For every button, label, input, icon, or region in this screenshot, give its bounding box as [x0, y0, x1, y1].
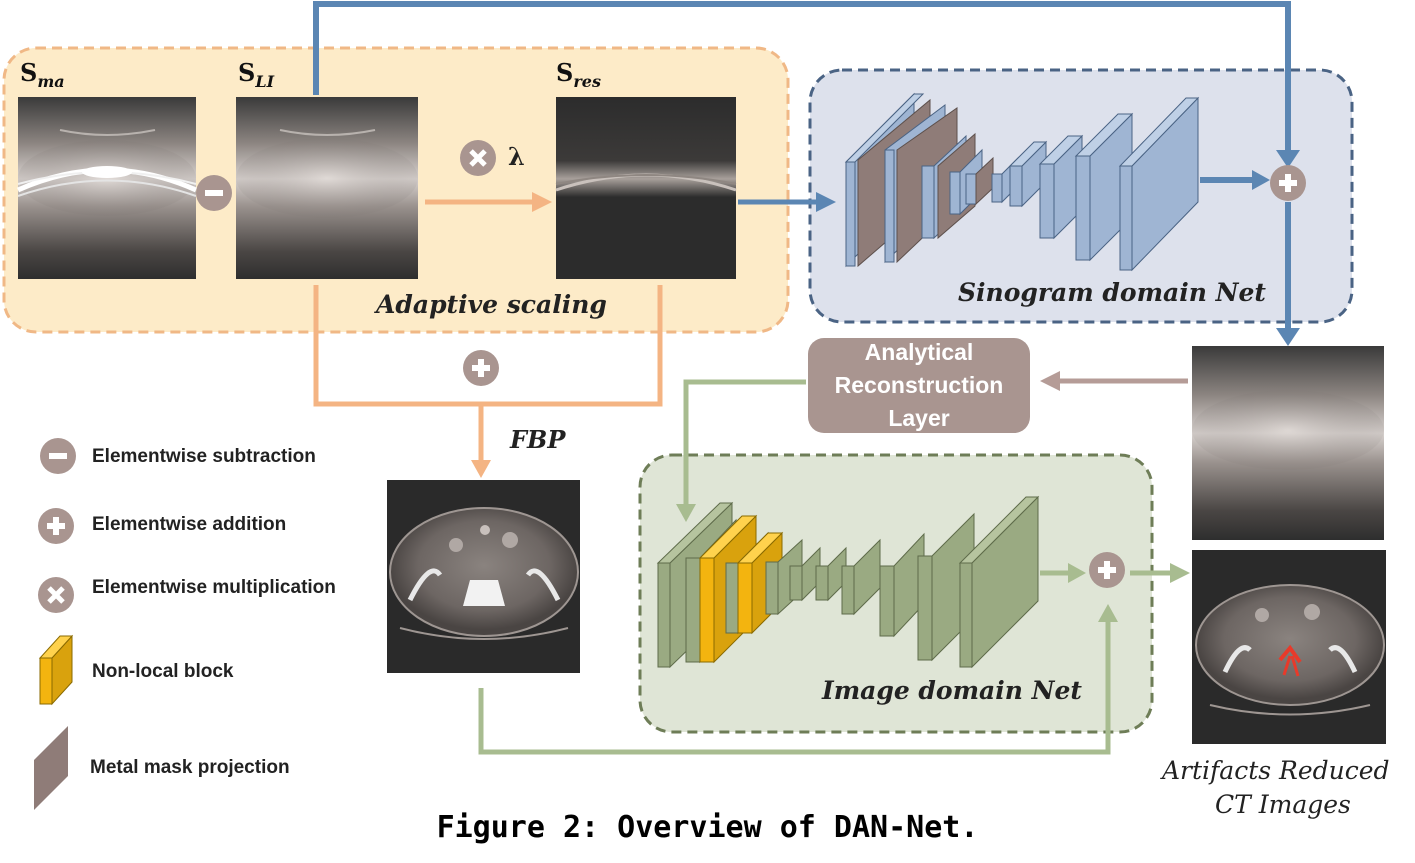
times-circle-icon	[460, 140, 496, 176]
analytical-reconstruction-layer: Analytical Reconstruction Layer	[808, 338, 1030, 433]
fbp-label: FBP	[510, 425, 566, 454]
legend-nonlocal-label: Non-local block	[92, 661, 234, 682]
legend-times-icon	[38, 577, 74, 613]
output-label-line2: CT Images	[1215, 790, 1351, 819]
legend-metal-mask-projection-icon	[34, 726, 68, 810]
image-plus-icon	[1089, 552, 1125, 588]
output-label-line1: Artifacts Reduced	[1162, 756, 1390, 785]
sinogram-net-layers	[844, 92, 1200, 272]
legend-metal-mask-label: Metal mask projection	[90, 757, 290, 778]
arl-label: Analytical Reconstruction Layer	[834, 339, 1004, 431]
fbp-merge-lines	[313, 285, 663, 407]
legend-plus-icon	[38, 508, 74, 544]
fbp-ct-image	[387, 480, 580, 673]
sinogram-plus-icon	[1270, 165, 1306, 201]
plus-circle-icon	[463, 350, 499, 386]
fbp-skip-connection	[478, 618, 1111, 755]
s-li-label: SLI	[238, 58, 275, 91]
image-net-title: Image domain Net	[822, 676, 1082, 705]
corrected-sinogram-image	[1192, 346, 1384, 540]
s-ma-image	[16, 97, 198, 279]
legend-multiplication-label: Elementwise multiplication	[92, 577, 336, 598]
adaptive-scaling-title: Adaptive scaling	[376, 290, 607, 319]
s-li-image	[236, 97, 418, 279]
image-net-layers	[656, 495, 1040, 669]
legend-addition-label: Elementwise addition	[92, 514, 287, 535]
lambda-label: λ	[508, 142, 525, 171]
s-res-image	[555, 97, 737, 279]
legend-subtraction-label: Elementwise subtraction	[92, 446, 316, 467]
sinogram-net-title: Sinogram domain Net	[958, 278, 1266, 307]
arl-output-line	[683, 379, 806, 508]
skip-connection-blue	[313, 1, 1291, 160]
s-res-label: Sres	[556, 58, 601, 91]
legend-minus-icon	[40, 438, 76, 474]
output-ct-image	[1192, 550, 1386, 744]
figure-caption: Figure 2: Overview of DAN-Net.	[436, 810, 979, 845]
s-ma-label: Sma	[20, 58, 65, 91]
minus-circle-icon	[196, 175, 232, 211]
legend-nonlocal-block-icon	[38, 634, 74, 706]
